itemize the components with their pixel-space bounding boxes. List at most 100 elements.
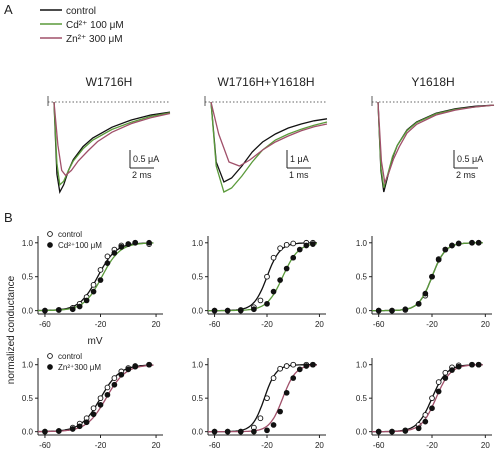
gv-panel-1-0: 0.0 0.5 1.0 -60 -20 20 bbox=[22, 358, 163, 450]
gv-panel-0-1: 0.0 0.5 1.0 -60 -20 20 bbox=[192, 236, 326, 329]
gv-point-filled bbox=[270, 422, 277, 428]
gv-point-filled bbox=[125, 366, 132, 373]
gv-panel-0-2: 0.0 0.5 1.0 -60 -20 20 bbox=[356, 236, 492, 329]
scale-bar-y-label: 0.5 μA bbox=[133, 154, 159, 164]
gv-point-filled bbox=[283, 265, 290, 272]
gv-panel-1-2: 0.0 0.5 1.0 -60 -20 20 bbox=[356, 358, 492, 450]
gv-point-open bbox=[257, 415, 264, 422]
gv-xtick-label: -20 bbox=[261, 441, 273, 450]
gv-point-filled bbox=[264, 427, 270, 434]
gv-point-open bbox=[290, 361, 297, 368]
gv-point-filled bbox=[435, 256, 442, 263]
gv-point-filled bbox=[375, 428, 382, 435]
gv-point-filled bbox=[422, 290, 429, 297]
gv-fit-1 bbox=[372, 242, 483, 312]
gv-point-filled bbox=[251, 306, 257, 313]
gv-xtick-label: -20 bbox=[95, 441, 107, 450]
conductance-voltage-plots: normalized conductance 0.00.51.0-60 -20 200… bbox=[6, 230, 492, 450]
trace-panel-2: Y1618H 0.5 μA 2 ms bbox=[371, 75, 495, 193]
gv-point-open bbox=[442, 369, 449, 376]
trace-panel-title: Y1618H bbox=[411, 75, 454, 89]
gv-point-filled bbox=[429, 273, 435, 280]
gv-point-open bbox=[97, 267, 104, 273]
scale-bar-y-label: 0.5 μA bbox=[457, 154, 483, 164]
gv-xtick-label: -60 bbox=[373, 441, 385, 450]
gv-ytick-label: 1.0 bbox=[356, 239, 368, 248]
gv-fit-0 bbox=[38, 364, 154, 433]
gv-point-filled bbox=[264, 300, 270, 307]
legend-a-label-2: Zn²⁺ 300 μM bbox=[66, 34, 123, 45]
trace-series-2 bbox=[377, 101, 495, 186]
gv-xtick-label: 20 bbox=[481, 441, 490, 450]
gv-point-open bbox=[283, 363, 290, 369]
gv-xtick-label: -60 bbox=[373, 320, 385, 329]
gv-point-open bbox=[111, 375, 118, 381]
trace-panel-title: W1716H+Y1618H bbox=[217, 75, 314, 89]
gv-point-filled bbox=[277, 408, 283, 415]
gv-point-filled bbox=[303, 242, 310, 249]
gv-xtick-label: -60 bbox=[39, 441, 51, 450]
gv-point-filled bbox=[55, 307, 62, 313]
trace-panel-1: W1716H+Y1618H 1 μA 1 ms bbox=[204, 75, 328, 193]
gv-point-open bbox=[283, 241, 290, 248]
gv-point-filled bbox=[449, 367, 455, 373]
gv-point-filled bbox=[402, 428, 409, 434]
gv-point-filled bbox=[104, 391, 111, 398]
gv-ytick-label: 0.0 bbox=[356, 428, 368, 437]
scale-bar-y-label: 1 μA bbox=[290, 154, 309, 164]
trace-series-2 bbox=[53, 101, 171, 177]
gv-legend-marker bbox=[47, 353, 53, 359]
gv-point-filled bbox=[429, 405, 435, 412]
trace-series-1 bbox=[53, 101, 171, 187]
gv-ytick-label: 0.5 bbox=[22, 273, 34, 282]
gv-point-open bbox=[277, 245, 283, 252]
gv-panel-1-1: 0.0 0.5 1.0 -60 -20 20 bbox=[192, 358, 326, 450]
legend-a-label-0: control bbox=[66, 6, 96, 17]
gv-legend-label: Zn²⁺300 μM bbox=[58, 363, 101, 372]
gv-xtick-label: -20 bbox=[261, 320, 273, 329]
gv-ytick-label: 0.0 bbox=[192, 428, 204, 437]
gv-point-filled bbox=[283, 389, 290, 396]
gv-point-open bbox=[429, 395, 435, 402]
gv-point-filled bbox=[118, 244, 125, 250]
trace-series-0 bbox=[210, 101, 328, 183]
gv-ytick-label: 0.0 bbox=[192, 307, 204, 316]
gv-point-open bbox=[90, 405, 97, 412]
gv-legend-marker bbox=[47, 231, 53, 237]
gv-point-filled bbox=[42, 428, 48, 435]
gv-ytick-label: 0.0 bbox=[22, 428, 34, 437]
gv-xlabel: mV bbox=[88, 336, 103, 347]
gv-point-filled bbox=[442, 375, 449, 381]
gv-point-filled bbox=[251, 428, 257, 435]
gv-point-filled bbox=[76, 423, 83, 430]
gv-ytick-label: 1.0 bbox=[22, 239, 34, 248]
gv-point-filled bbox=[42, 307, 48, 314]
gv-fit-0 bbox=[38, 242, 154, 312]
gv-point-filled bbox=[415, 425, 422, 432]
gv-fit-0 bbox=[208, 364, 317, 433]
gv-point-filled bbox=[389, 428, 395, 435]
gv-point-filled bbox=[310, 361, 316, 368]
gv-ylabel: normalized conductance bbox=[6, 275, 17, 384]
gv-legend-marker bbox=[47, 242, 53, 248]
gv-xtick-label: 20 bbox=[481, 320, 490, 329]
gv-point-filled bbox=[132, 363, 139, 370]
gv-ytick-label: 1.0 bbox=[22, 361, 34, 370]
gv-point-open bbox=[264, 273, 270, 280]
gv-ytick-label: 0.5 bbox=[192, 273, 204, 282]
gv-xtick-label: -60 bbox=[209, 441, 221, 450]
gv-point-filled bbox=[290, 375, 297, 381]
gv-xtick-label: 20 bbox=[315, 441, 324, 450]
gv-legend-label: Cd²⁺100 μM bbox=[58, 241, 102, 250]
gv-point-filled bbox=[270, 288, 277, 295]
gv-point-filled bbox=[455, 240, 462, 247]
legend-a: control Cd²⁺ 100 μM Zn²⁺ 300 μM bbox=[40, 6, 124, 45]
gv-point-filled bbox=[90, 411, 97, 418]
gv-point-filled bbox=[296, 366, 303, 373]
trace-series-1 bbox=[210, 101, 328, 193]
trace-series-2 bbox=[210, 101, 328, 167]
gv-xtick-label: -60 bbox=[39, 320, 51, 329]
gv-point-filled bbox=[104, 260, 111, 266]
gv-point-filled bbox=[310, 241, 316, 247]
gv-point-filled bbox=[76, 303, 83, 310]
